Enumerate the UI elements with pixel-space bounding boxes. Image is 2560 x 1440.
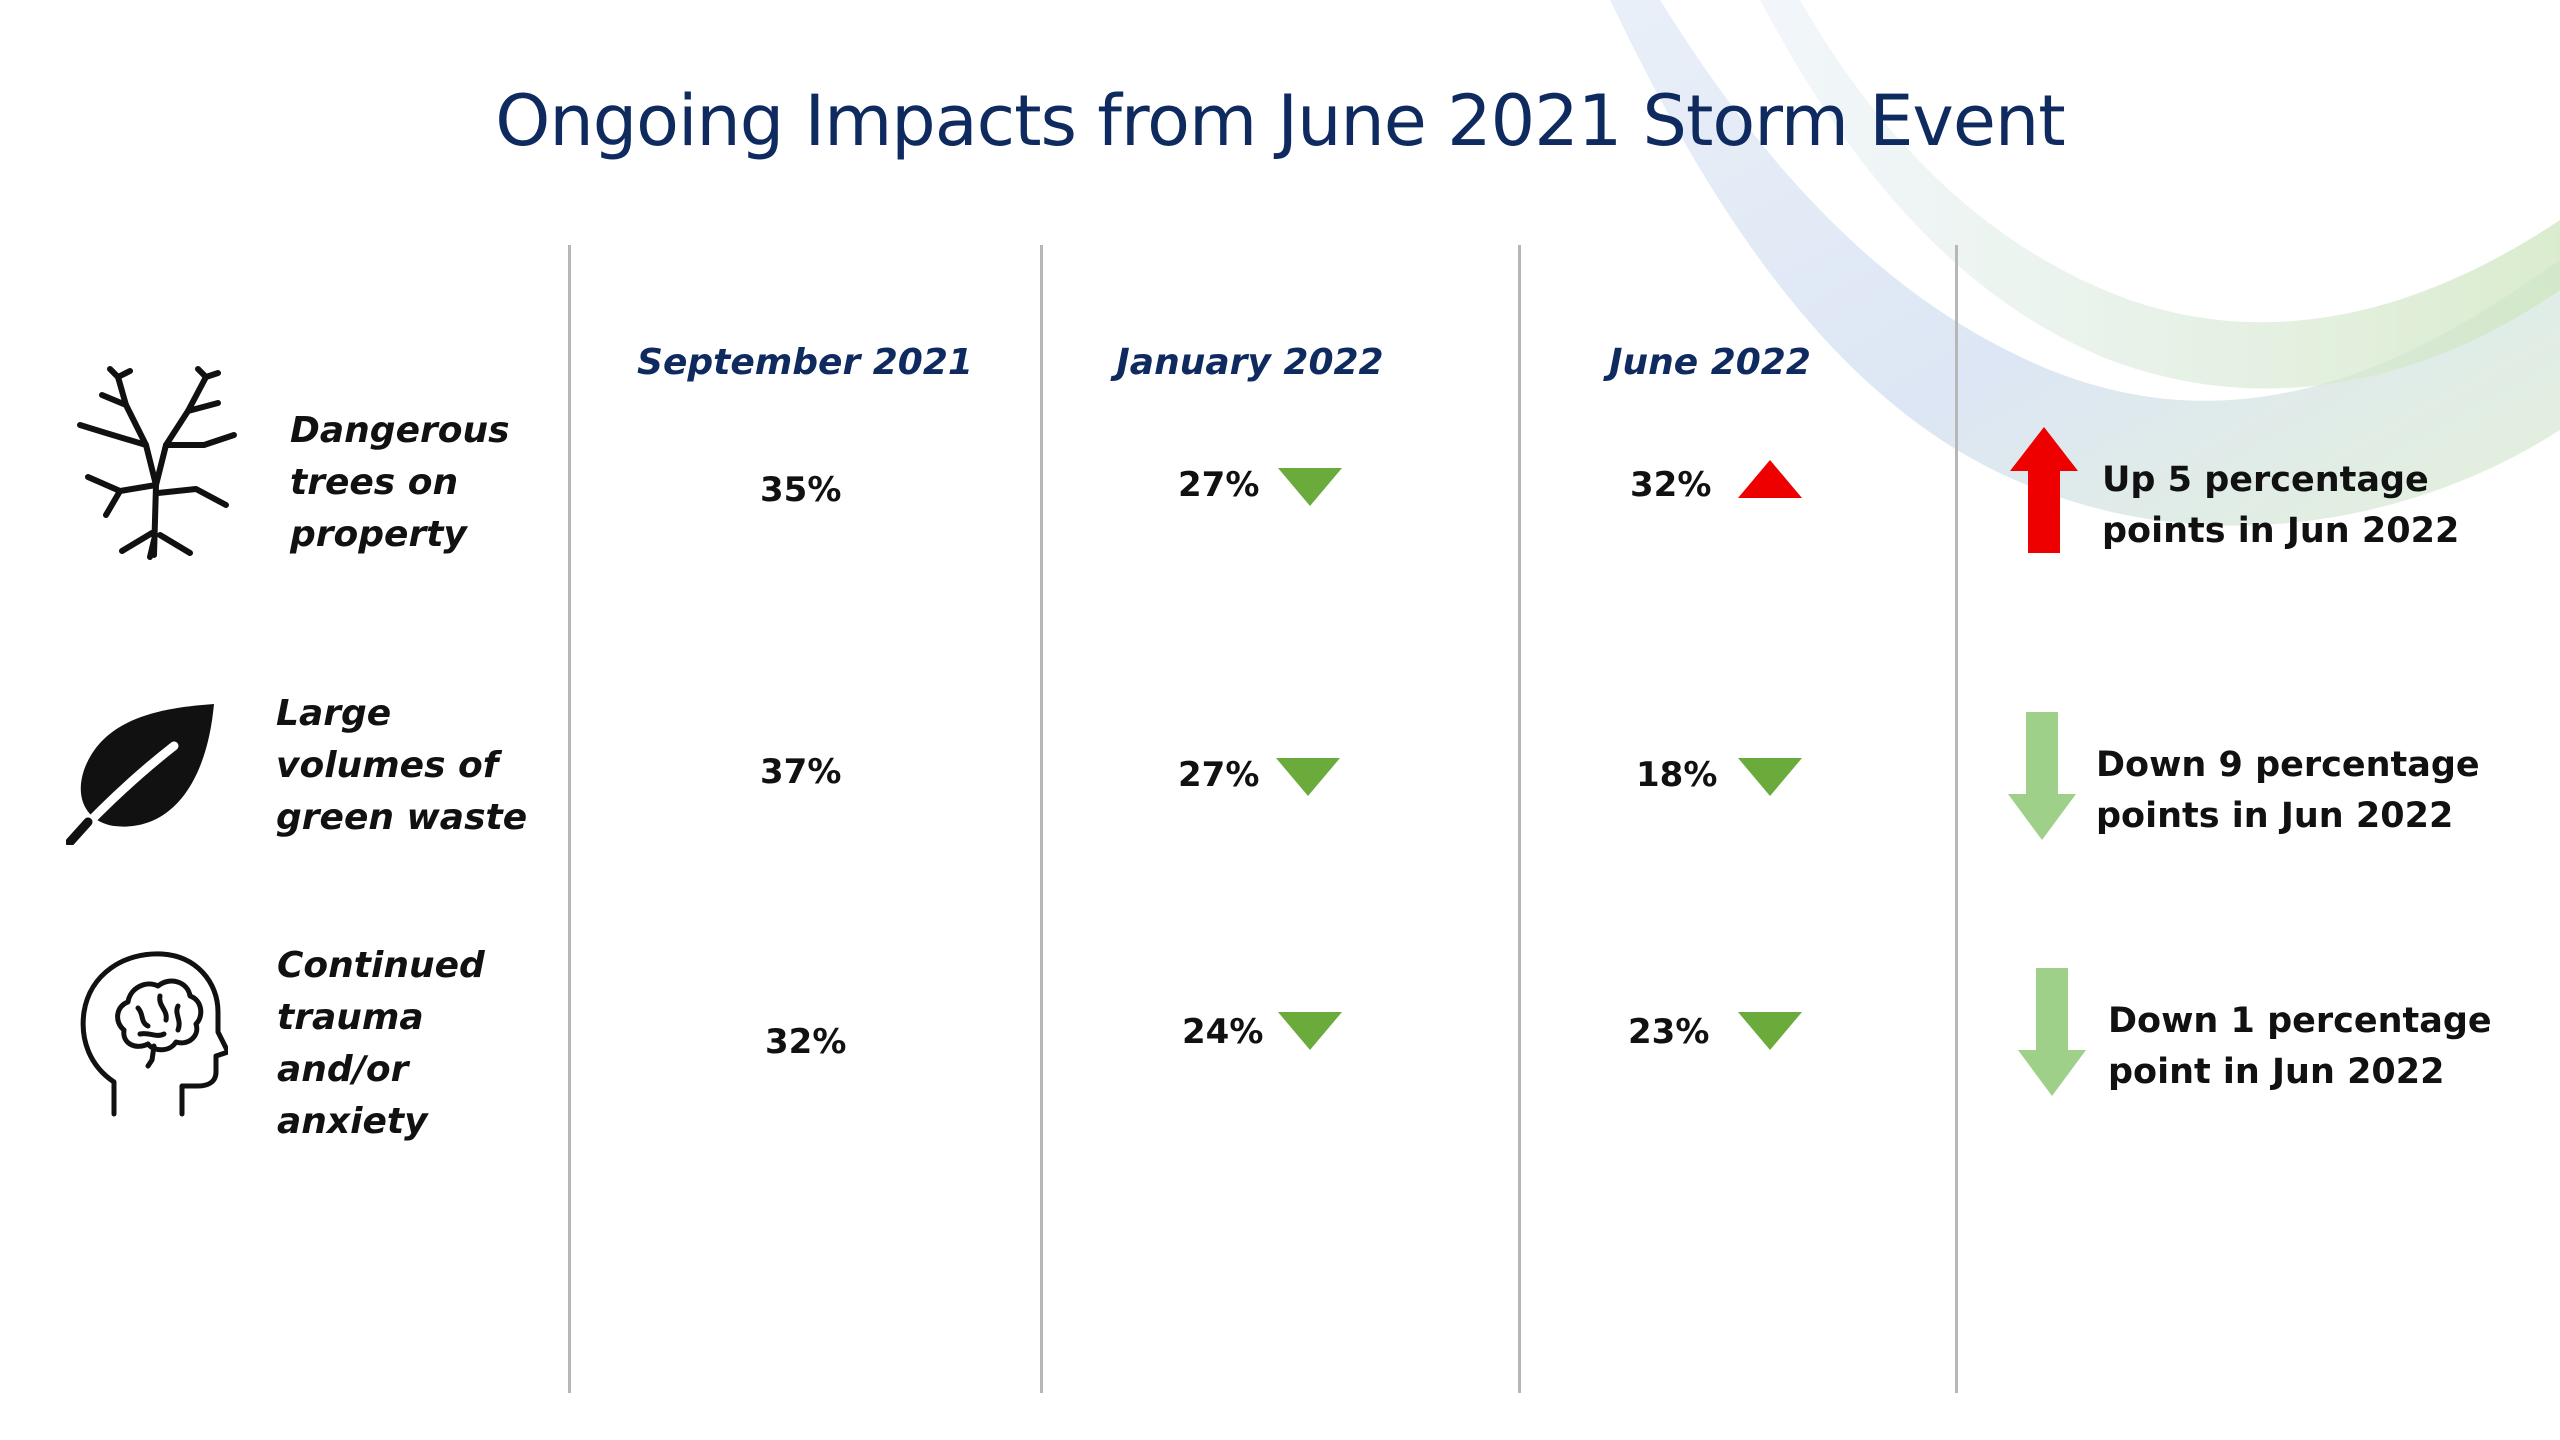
slide-title: Ongoing Impacts from June 2021 Storm Eve… xyxy=(495,80,2066,162)
brain-head-icon xyxy=(80,951,228,1117)
column-divider xyxy=(568,245,571,1393)
column-divider xyxy=(1955,245,1958,1393)
row-label-line: green waste xyxy=(276,797,528,838)
row-label-line: property xyxy=(290,514,467,555)
trend-text-trees: Up 5 percentage points in Jun 2022 xyxy=(2102,455,2459,557)
trend-line: Down 1 percentage xyxy=(2108,1001,2492,1041)
trend-down-arrow-icon xyxy=(2018,968,2086,1096)
leaf-icon xyxy=(66,704,214,845)
trend-down-arrow-icon xyxy=(2008,712,2076,840)
row-label-line: Dangerous xyxy=(290,410,510,451)
row-label-dangerous-trees: Dangerous trees on property xyxy=(290,405,510,561)
value-jan-2022-trees: 27% xyxy=(1178,465,1260,505)
value-sep-2021-trees: 35% xyxy=(760,470,842,510)
increase-triangle-icon xyxy=(1738,460,1802,498)
decrease-triangle-icon xyxy=(1276,758,1340,796)
row-label-line: Large xyxy=(276,693,392,734)
row-label-line: volumes of xyxy=(276,745,499,786)
row-label-trauma-anxiety: Continued trauma and/or anxiety xyxy=(277,940,485,1148)
value-sep-2021-green-waste: 37% xyxy=(760,752,842,792)
row-label-line: anxiety xyxy=(277,1101,428,1142)
column-header-september-2021: September 2021 xyxy=(637,342,973,383)
trend-text-trauma: Down 1 percentage point in Jun 2022 xyxy=(2108,996,2492,1098)
column-divider xyxy=(1040,245,1043,1393)
trend-up-arrow-icon xyxy=(2010,427,2078,553)
value-jun-2022-trees: 32% xyxy=(1630,465,1712,505)
value-jan-2022-trauma: 24% xyxy=(1182,1012,1264,1052)
value-jun-2022-trauma: 23% xyxy=(1628,1012,1710,1052)
value-jun-2022-green-waste: 18% xyxy=(1636,755,1718,795)
value-sep-2021-trauma: 32% xyxy=(765,1022,847,1062)
value-jan-2022-green-waste: 27% xyxy=(1178,755,1260,795)
trend-line: Up 5 percentage xyxy=(2102,460,2429,500)
row-label-green-waste: Large volumes of green waste xyxy=(276,688,527,844)
trend-line: point in Jun 2022 xyxy=(2108,1052,2445,1092)
trend-text-green-waste: Down 9 percentage points in Jun 2022 xyxy=(2096,740,2480,842)
row-label-line: and/or xyxy=(277,1049,409,1090)
trend-line: points in Jun 2022 xyxy=(2096,796,2454,836)
column-header-june-2022: June 2022 xyxy=(1609,342,1811,383)
decrease-triangle-icon xyxy=(1738,1012,1802,1050)
row-label-line: trauma xyxy=(277,997,424,1038)
decrease-triangle-icon xyxy=(1278,1012,1342,1050)
column-header-january-2022: January 2022 xyxy=(1116,342,1384,383)
decrease-triangle-icon xyxy=(1738,758,1802,796)
column-divider xyxy=(1518,245,1521,1393)
row-label-line: trees on xyxy=(290,462,459,503)
dead-tree-icon xyxy=(77,366,237,560)
decrease-triangle-icon xyxy=(1278,468,1342,506)
trend-line: points in Jun 2022 xyxy=(2102,511,2460,551)
trend-line: Down 9 percentage xyxy=(2096,745,2480,785)
row-label-line: Continued xyxy=(277,945,485,986)
